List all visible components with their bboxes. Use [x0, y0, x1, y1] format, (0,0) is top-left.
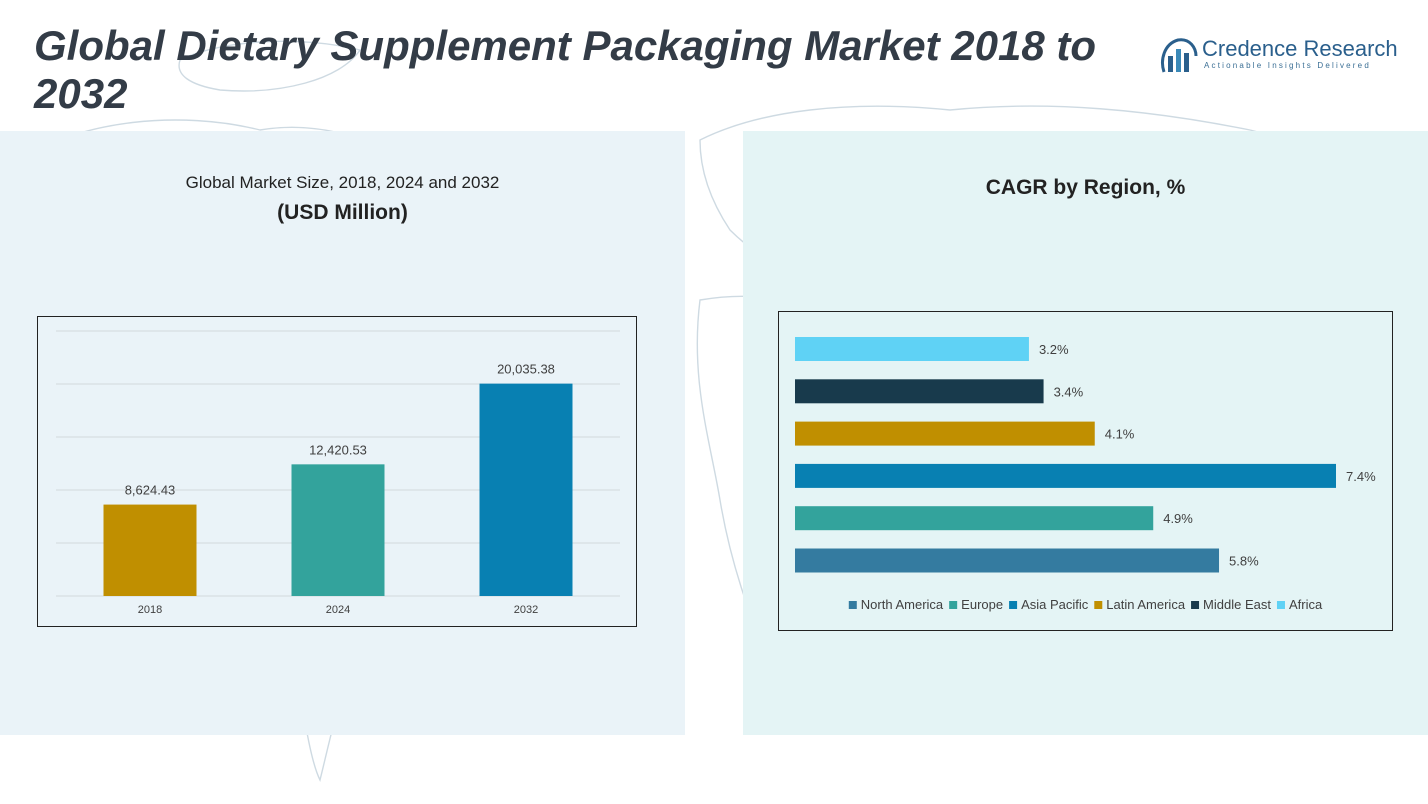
bar-latin-america — [795, 421, 1095, 446]
bar-value-label: 3.4% — [1054, 384, 1084, 399]
chart-legend: North America Europe Asia Pacific Latin Ame… — [848, 597, 1323, 612]
legend-swatch — [1009, 601, 1018, 609]
x-tick-label: 2032 — [514, 604, 538, 616]
legend-swatch — [1191, 601, 1200, 609]
bar-2032 — [479, 383, 573, 596]
legend-label: Asia Pacific — [1021, 597, 1089, 612]
bar-value-label: 20,035.38 — [497, 362, 555, 377]
bar-value-label: 12,420.53 — [309, 442, 367, 457]
brand-tagline: Actionable Insights Delivered — [1204, 61, 1371, 70]
bar-value-label: 8,624.43 — [125, 483, 176, 498]
bar-middle-east — [795, 379, 1044, 404]
market-size-bar-chart: 8,624.43 2018 12,420.53 2024 20,035.38 2032 — [56, 330, 620, 616]
cagr-chart-title: CAGR by Region, % — [985, 176, 1186, 199]
market-size-chart-frame: 8,624.43 2018 12,420.53 2024 20,035.38 2032 — [37, 316, 637, 627]
legend-swatch — [1094, 601, 1103, 609]
brand-name: Credence Research — [1202, 36, 1398, 61]
x-tick-label: 2018 — [138, 604, 162, 616]
bar-asia-pacific — [795, 463, 1336, 488]
bar-2018 — [103, 504, 197, 596]
brand-logo: Credence Research Actionable Insights De… — [1160, 34, 1400, 80]
bar-value-label: 4.9% — [1163, 511, 1193, 526]
bar-value-label: 7.4% — [1346, 469, 1376, 484]
bar-value-label: 5.8% — [1229, 554, 1259, 569]
legend-swatch — [949, 601, 958, 609]
market-size-chart-unit: (USD Million) — [277, 201, 408, 224]
bar-africa — [795, 337, 1029, 361]
cagr-chart-frame: 3.2% 3.4% 4.1% 7.4% 4.9% 5.8% North America Eur… — [778, 311, 1393, 631]
bar-chart-logo-icon — [1161, 38, 1198, 73]
market-size-chart-title: Global Market Size, 2018, 2024 and 2032 — [185, 173, 500, 192]
bar-value-label: 4.1% — [1105, 427, 1135, 442]
bar-europe — [795, 506, 1154, 531]
legend-label: Latin America — [1106, 597, 1186, 612]
page-title: Global Dietary Supplement Packaging Mark… — [34, 22, 1096, 117]
bar-north-america — [795, 548, 1220, 573]
legend-label: Middle East — [1203, 597, 1271, 612]
x-tick-label: 2024 — [326, 604, 350, 616]
legend-swatch — [1276, 601, 1285, 609]
legend-label: Africa — [1289, 597, 1323, 612]
legend-label: Europe — [961, 597, 1003, 612]
legend-swatch — [848, 601, 857, 609]
bar-2024 — [291, 464, 385, 596]
cagr-horizontal-bar-chart: 3.2% 3.4% 4.1% 7.4% 4.9% 5.8% North America Eur… — [795, 337, 1376, 612]
legend-label: North America — [861, 597, 944, 612]
bar-value-label: 3.2% — [1039, 342, 1069, 357]
